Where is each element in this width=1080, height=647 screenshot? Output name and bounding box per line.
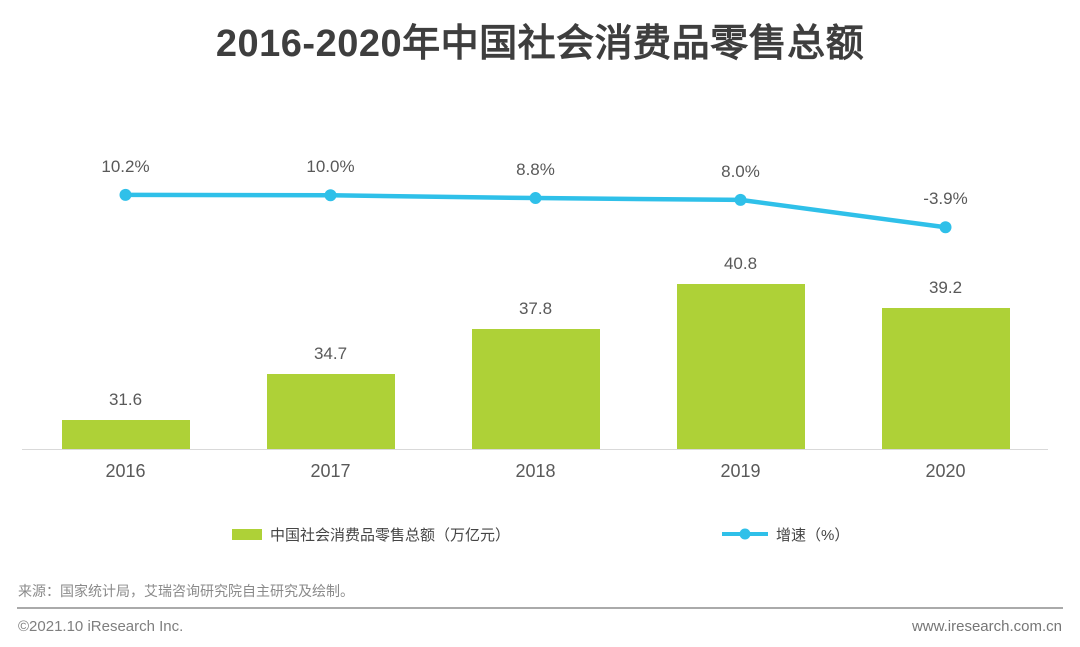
x-axis-label-2018: 2018	[515, 461, 556, 481]
growth-label-2019: 8.0%	[721, 161, 760, 181]
growth-label-2018: 8.8%	[516, 160, 555, 180]
bar-2019	[676, 284, 805, 449]
growth-line	[123, 192, 948, 230]
growth-point-2020	[939, 221, 952, 234]
growth-point-2018	[529, 192, 542, 205]
bar-legend-swatch-icon	[232, 528, 262, 540]
line-legend-label: 增速（%）	[776, 526, 850, 544]
copyright-text: ©2021.10 iResearch Inc.	[18, 618, 184, 635]
growth-point-2016	[119, 188, 132, 201]
source-note: 来源：国家统计局，艾瑞咨询研究院自主研究及绘制。	[18, 583, 354, 599]
growth-label-2017: 10.0%	[306, 157, 355, 177]
bar-2020	[881, 307, 1010, 449]
x-axis-label-2017: 2017	[310, 461, 351, 481]
bar-value-label-2017: 34.7	[313, 344, 348, 364]
chart-title: 2016-2020年中国社会消费品零售总额	[215, 23, 865, 65]
bar-2018	[471, 328, 600, 449]
bar-value-label-2016: 31.6	[108, 390, 143, 410]
bar-value-label-2019: 40.8	[723, 254, 758, 274]
legend-item-bar: 中国社会消费品零售总额（万亿元）	[232, 523, 510, 545]
x-axis-label-2016: 2016	[105, 461, 146, 481]
x-axis-label-2019: 2019	[720, 461, 761, 481]
growth-label-2016: 10.2%	[101, 156, 150, 176]
website-link[interactable]: www.iresearch.com.cn	[911, 618, 1062, 635]
line-legend-swatch-icon	[722, 528, 768, 540]
growth-point-2019	[734, 193, 747, 206]
bar-2016	[61, 420, 190, 449]
footer: ©2021.10 iResearch Inc. www.iresearch.co…	[18, 618, 1062, 635]
bar-value-label-2020: 39.2	[928, 277, 963, 297]
legend-item-line: 增速（%）	[722, 523, 849, 545]
footer-divider	[17, 607, 1063, 609]
bar-legend-label: 中国社会消费品零售总额（万亿元）	[270, 526, 511, 544]
x-axis-line	[22, 449, 1048, 450]
x-axis-label-2020: 2020	[925, 461, 966, 481]
growth-label-2020: -3.9%	[923, 189, 968, 209]
bar-2017	[266, 374, 395, 449]
bar-value-label-2018: 37.8	[518, 298, 553, 318]
growth-point-2017	[324, 189, 337, 202]
